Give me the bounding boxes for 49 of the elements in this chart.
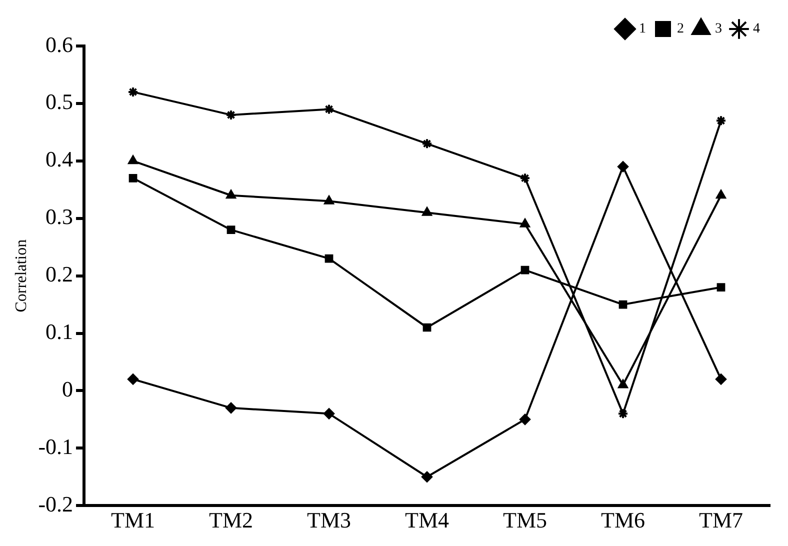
point xyxy=(716,374,726,385)
point xyxy=(520,266,530,274)
point xyxy=(422,323,432,332)
point xyxy=(226,190,236,199)
point xyxy=(128,86,139,98)
point xyxy=(716,283,726,292)
point xyxy=(324,254,334,263)
point xyxy=(618,300,628,309)
point xyxy=(324,104,335,115)
point xyxy=(716,190,726,199)
point xyxy=(716,115,726,126)
point xyxy=(520,414,531,425)
y-tick-label: -0.2 xyxy=(38,491,74,516)
point xyxy=(128,174,138,182)
x-tick-label: TM3 xyxy=(307,508,352,533)
y-tick-label: 0.1 xyxy=(46,319,74,344)
legend-label: 3 xyxy=(715,22,722,37)
point xyxy=(422,138,433,150)
legend-label: 4 xyxy=(753,22,760,37)
point xyxy=(520,172,531,184)
y-tick-label: 0.2 xyxy=(46,262,74,287)
x-tick-label: TM1 xyxy=(111,508,156,533)
point xyxy=(128,374,139,385)
point xyxy=(128,155,138,164)
y-tick-label: 0.4 xyxy=(46,146,74,172)
x-tick-label: TM4 xyxy=(405,508,450,533)
y-tick-label: 0.6 xyxy=(46,32,74,57)
y-axis-title: Correlation xyxy=(12,239,30,312)
y-tick-label: 0.5 xyxy=(46,89,74,114)
legend-label: 1 xyxy=(639,22,646,37)
point xyxy=(324,196,334,204)
x-tick-label: TM2 xyxy=(209,508,254,533)
point xyxy=(618,408,629,420)
point xyxy=(422,471,433,482)
y-tick-label: -0.1 xyxy=(38,434,74,459)
x-tick-label: TM6 xyxy=(601,508,646,533)
y-tick-label: 0 xyxy=(62,376,74,402)
point xyxy=(618,161,629,172)
x-tick-label: TM7 xyxy=(699,508,743,533)
point xyxy=(226,402,237,414)
point xyxy=(324,408,335,420)
point xyxy=(226,226,236,234)
point xyxy=(618,379,628,388)
point xyxy=(226,109,237,120)
x-tick-label: TM5 xyxy=(503,508,548,533)
point xyxy=(422,207,432,216)
legend-label: 2 xyxy=(677,22,684,37)
y-tick-label: 0.3 xyxy=(46,204,74,230)
point xyxy=(520,218,530,228)
